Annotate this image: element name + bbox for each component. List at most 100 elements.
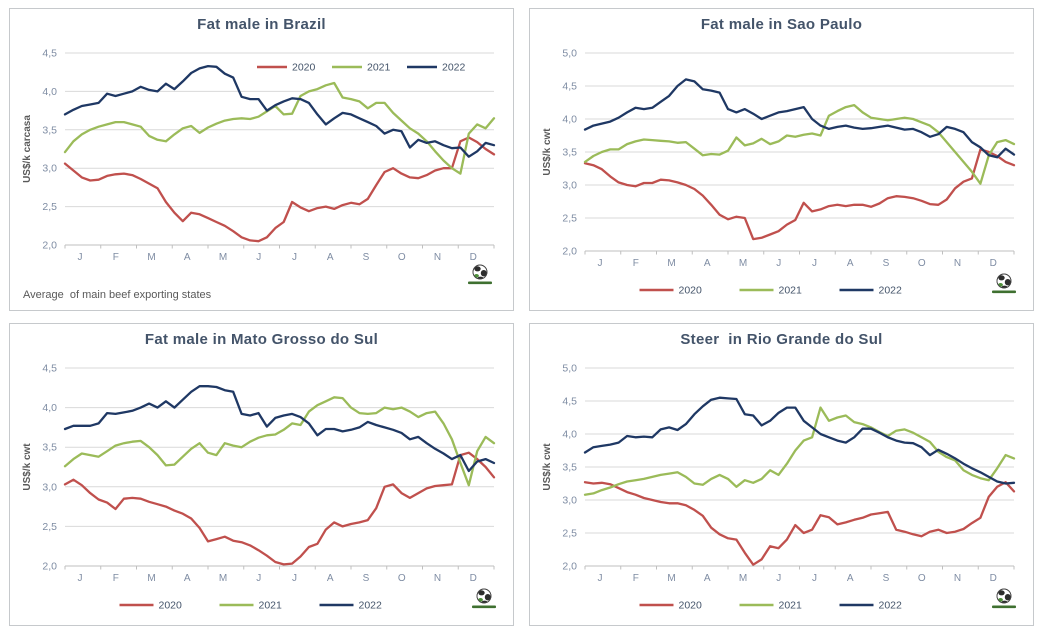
svg-text:2022: 2022 xyxy=(879,600,903,612)
svg-text:O: O xyxy=(918,258,926,269)
svg-text:O: O xyxy=(918,573,926,584)
chart-panel-sao-paulo: 2,0 2,5 3,0 3,5 4,0 4,5 5,0 J F M A M J J A S O N D US$/k c… xyxy=(529,8,1034,311)
svg-text:J: J xyxy=(776,258,781,269)
series-line-2021 xyxy=(63,396,496,487)
series-line-2020 xyxy=(583,148,1016,241)
svg-text:S: S xyxy=(883,258,890,269)
chart-canvas: 2,0 2,5 3,0 3,5 4,0 4,5 J F M A M J J A S O N D US$/k carc… xyxy=(22,48,496,285)
svg-text:US$/k cwt: US$/k cwt xyxy=(542,128,553,176)
series-line-2022 xyxy=(583,396,1016,485)
chart-title: Fat male in Mato Grosso do Sul xyxy=(144,331,379,348)
svg-text:2,0: 2,0 xyxy=(562,561,577,573)
legend: 2020 2021 2022 xyxy=(257,62,466,74)
svg-text:2022: 2022 xyxy=(879,285,903,297)
chart-panel-brazil: 2,0 2,5 3,0 3,5 4,0 4,5 J F M A M J J A S O N D US$/k carc… xyxy=(9,8,514,311)
svg-text:S: S xyxy=(883,573,890,584)
legend: 2020 2021 2022 xyxy=(119,600,383,612)
svg-text:A: A xyxy=(704,573,711,584)
series-line-2022 xyxy=(63,385,496,473)
series-line-2022 xyxy=(63,64,496,158)
svg-text:3,0: 3,0 xyxy=(562,495,577,507)
chart-title: Fat male in Sao Paulo xyxy=(700,16,863,33)
svg-text:A: A xyxy=(327,573,334,584)
chart-footnote: Average of main beef exporting states xyxy=(23,289,212,301)
chart-title: Fat male in Brazil xyxy=(197,16,326,33)
svg-text:J: J xyxy=(292,252,297,263)
svg-text:M: M xyxy=(147,252,155,263)
svg-text:J: J xyxy=(812,258,817,269)
svg-text:A: A xyxy=(184,573,191,584)
svg-text:A: A xyxy=(184,252,191,263)
svg-text:D: D xyxy=(990,258,997,269)
series-line-2022 xyxy=(583,78,1016,159)
svg-text:M: M xyxy=(667,573,675,584)
chart-title: Steer in Rio Grande do Sul xyxy=(680,331,883,348)
svg-text:2,0: 2,0 xyxy=(562,246,577,258)
series-line-2020 xyxy=(583,481,1016,566)
svg-text:2,5: 2,5 xyxy=(42,201,57,213)
svg-text:D: D xyxy=(470,573,477,584)
globe-logo-icon xyxy=(468,264,492,285)
series-line-2021 xyxy=(583,406,1016,496)
svg-text:2,0: 2,0 xyxy=(42,240,57,252)
svg-text:M: M xyxy=(219,252,227,263)
svg-text:4,5: 4,5 xyxy=(42,48,57,60)
svg-text:2022: 2022 xyxy=(359,600,383,612)
series-line-2020 xyxy=(63,451,496,566)
svg-text:F: F xyxy=(113,573,119,584)
svg-text:O: O xyxy=(398,573,406,584)
svg-text:M: M xyxy=(739,573,747,584)
svg-text:N: N xyxy=(954,573,961,584)
chart-canvas: 2,0 2,5 3,0 3,5 4,0 4,5 5,0 J F M A M J J A S O N D US$/k c… xyxy=(542,48,1016,297)
svg-text:M: M xyxy=(667,258,675,269)
svg-text:2021: 2021 xyxy=(779,285,803,297)
svg-text:2020: 2020 xyxy=(679,285,703,297)
svg-text:US$/k cwt: US$/k cwt xyxy=(22,443,33,491)
svg-text:N: N xyxy=(954,258,961,269)
svg-text:M: M xyxy=(739,258,747,269)
svg-text:F: F xyxy=(113,252,119,263)
svg-text:2021: 2021 xyxy=(367,62,391,74)
svg-text:3,0: 3,0 xyxy=(42,163,57,175)
svg-text:N: N xyxy=(434,573,441,584)
svg-text:3,0: 3,0 xyxy=(42,481,57,493)
svg-text:J: J xyxy=(256,573,261,584)
svg-text:F: F xyxy=(633,573,639,584)
svg-text:4,5: 4,5 xyxy=(42,363,57,375)
globe-logo-icon xyxy=(992,273,1016,294)
chart-panel-mato-grosso: 2,0 2,5 3,0 3,5 4,0 4,5 J F M A M J J A S O N D US$/k cwt 2… xyxy=(9,323,514,626)
svg-text:D: D xyxy=(990,573,997,584)
svg-text:F: F xyxy=(633,258,639,269)
svg-text:2020: 2020 xyxy=(292,62,316,74)
svg-text:J: J xyxy=(812,573,817,584)
svg-text:3,0: 3,0 xyxy=(562,180,577,192)
svg-text:4,5: 4,5 xyxy=(562,396,577,408)
svg-text:J: J xyxy=(292,573,297,584)
svg-text:A: A xyxy=(847,258,854,269)
svg-text:2,0: 2,0 xyxy=(42,561,57,573)
svg-text:A: A xyxy=(847,573,854,584)
svg-text:M: M xyxy=(147,573,155,584)
svg-text:A: A xyxy=(327,252,334,263)
series-line-2021 xyxy=(63,81,496,175)
svg-text:5,0: 5,0 xyxy=(562,48,577,60)
svg-text:2021: 2021 xyxy=(779,600,803,612)
svg-text:J: J xyxy=(78,252,83,263)
svg-text:J: J xyxy=(598,573,603,584)
chart-panel-rio-grande: 2,0 2,5 3,0 3,5 4,0 4,5 5,0 J F M A M J J A S O N D US$/k c… xyxy=(529,323,1034,626)
svg-text:J: J xyxy=(776,573,781,584)
svg-text:4,0: 4,0 xyxy=(42,86,57,98)
svg-text:2,5: 2,5 xyxy=(562,213,577,225)
svg-text:4,0: 4,0 xyxy=(562,429,577,441)
svg-text:3,5: 3,5 xyxy=(42,442,57,454)
svg-text:3,5: 3,5 xyxy=(562,462,577,474)
svg-text:US$/k cwt: US$/k cwt xyxy=(542,443,553,491)
svg-text:3,5: 3,5 xyxy=(562,147,577,159)
svg-text:A: A xyxy=(704,258,711,269)
svg-text:4,5: 4,5 xyxy=(562,81,577,93)
svg-text:J: J xyxy=(598,258,603,269)
svg-text:2020: 2020 xyxy=(679,600,703,612)
svg-text:US$/k carcasa: US$/k carcasa xyxy=(22,115,33,183)
svg-text:2021: 2021 xyxy=(259,600,283,612)
